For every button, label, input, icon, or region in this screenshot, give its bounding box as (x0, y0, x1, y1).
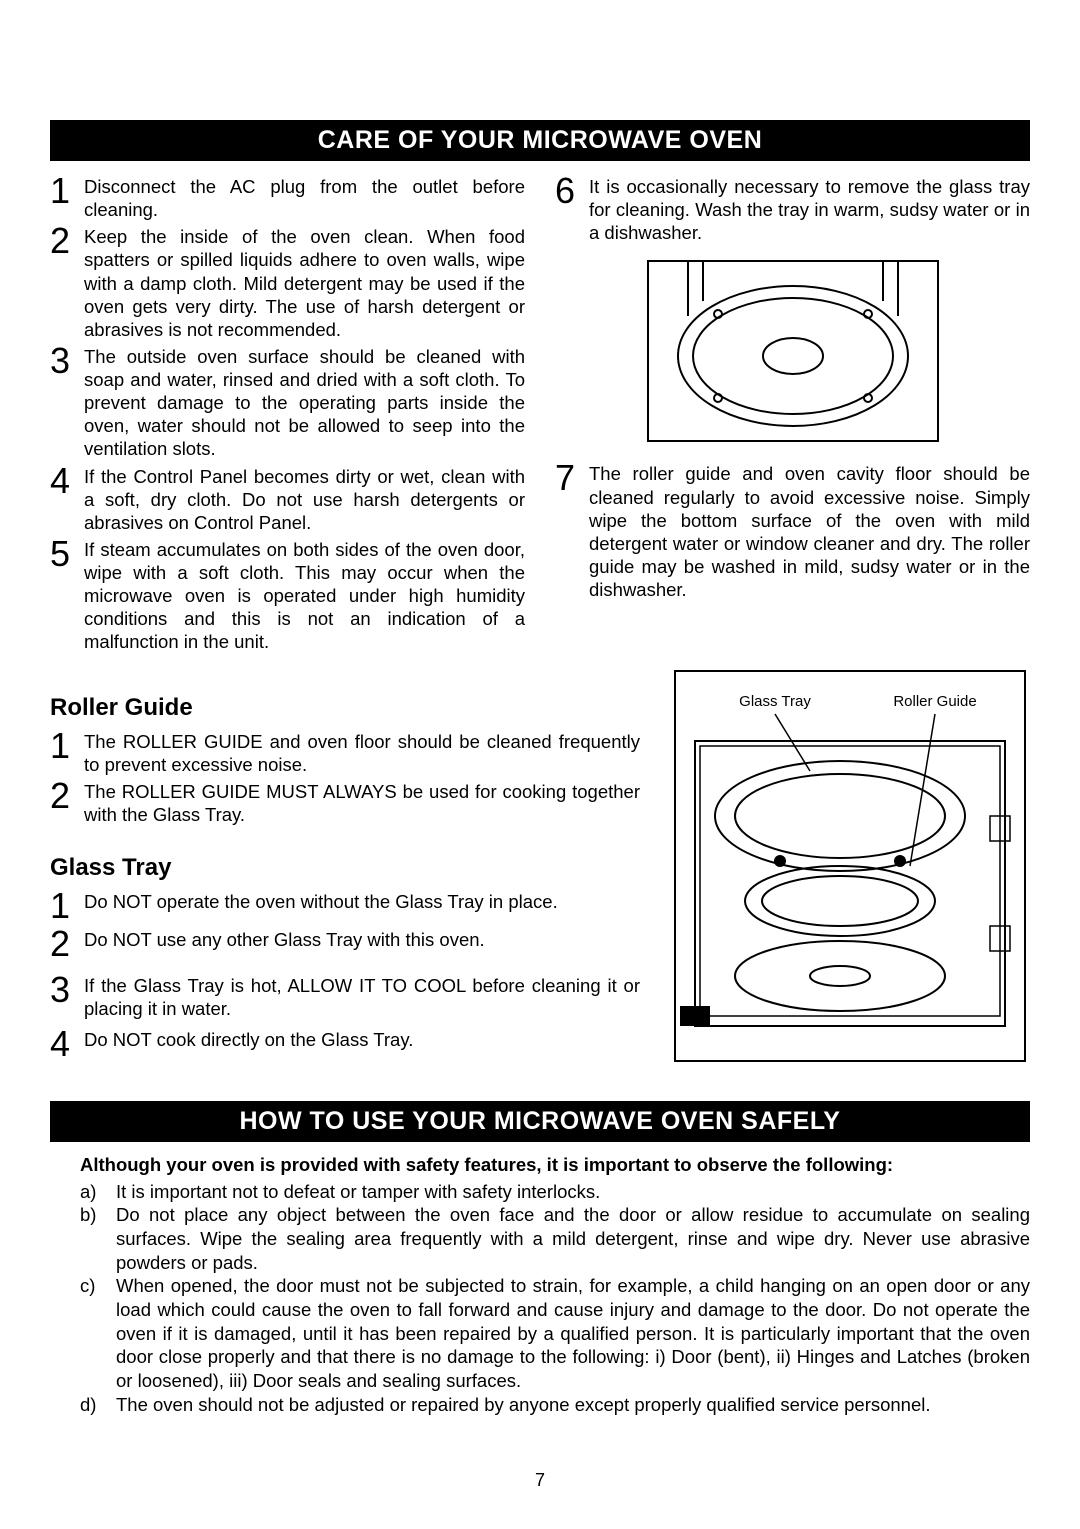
care-item: 1Disconnect the AC plug from the outlet … (50, 173, 525, 221)
care-item: 5If steam accumulates on both sides of t… (50, 536, 525, 654)
care-item: 4If the Control Panel becomes dirty or w… (50, 463, 525, 534)
item-text: If steam accumulates on both sides of th… (84, 536, 525, 654)
care-left-column: 1Disconnect the AC plug from the outlet … (50, 173, 525, 656)
lower-left-column: Roller Guide 1The ROLLER GUIDE and oven … (50, 666, 640, 1071)
item-number: 2 (50, 223, 84, 259)
diagram-label-roller-guide: Roller Guide (893, 693, 976, 710)
item-number: 1 (50, 888, 84, 924)
care-item: 7The roller guide and oven cavity floor … (555, 460, 1030, 601)
item-text: The oven should not be adjusted or repai… (116, 1393, 1030, 1417)
glass-item: 1Do NOT operate the oven without the Gla… (50, 888, 640, 924)
safety-section-header: HOW TO USE YOUR MICROWAVE OVEN SAFELY (50, 1101, 1030, 1142)
item-text: The roller guide and oven cavity floor s… (589, 460, 1030, 601)
item-number: 5 (50, 536, 84, 572)
item-number: 2 (50, 926, 84, 962)
item-text: When opened, the door must not be subjec… (116, 1274, 1030, 1392)
roller-item: 2The ROLLER GUIDE MUST ALWAYS be used fo… (50, 778, 640, 826)
safety-list: a)It is important not to defeat or tampe… (80, 1180, 1030, 1417)
safety-item: b)Do not place any object between the ov… (80, 1203, 1030, 1274)
item-number: 6 (555, 173, 589, 209)
safety-item: c)When opened, the door must not be subj… (80, 1274, 1030, 1392)
diagram-label-glass-tray: Glass Tray (739, 693, 811, 710)
item-text: The ROLLER GUIDE MUST ALWAYS be used for… (84, 778, 640, 826)
item-text: Keep the inside of the oven clean. When … (84, 223, 525, 341)
item-letter: b) (80, 1203, 116, 1274)
item-number: 1 (50, 728, 84, 764)
page-number: 7 (0, 1470, 1080, 1491)
item-text: It is important not to defeat or tamper … (116, 1180, 1030, 1204)
glass-item: 4Do NOT cook directly on the Glass Tray. (50, 1026, 640, 1062)
item-letter: d) (80, 1393, 116, 1417)
care-item: 6It is occasionally necessary to remove … (555, 173, 1030, 244)
tray-top-diagram (555, 256, 1030, 446)
glass-item: 2Do NOT use any other Glass Tray with th… (50, 926, 640, 962)
item-number: 3 (50, 343, 84, 379)
item-text: Do NOT use any other Glass Tray with thi… (84, 926, 640, 951)
item-number: 7 (555, 460, 589, 496)
care-columns: 1Disconnect the AC plug from the outlet … (50, 173, 1030, 656)
item-number: 2 (50, 778, 84, 814)
safety-item: d)The oven should not be adjusted or rep… (80, 1393, 1030, 1417)
safety-intro-text: Although your oven is provided with safe… (80, 1154, 1030, 1176)
item-text: Do not place any object between the oven… (116, 1203, 1030, 1274)
item-text: The outside oven surface should be clean… (84, 343, 525, 461)
item-text: Do NOT cook directly on the Glass Tray. (84, 1026, 640, 1051)
lower-section: Roller Guide 1The ROLLER GUIDE and oven … (50, 666, 1030, 1071)
safety-item: a)It is important not to defeat or tampe… (80, 1180, 1030, 1204)
item-number: 3 (50, 972, 84, 1008)
item-text: Disconnect the AC plug from the outlet b… (84, 173, 525, 221)
care-right-column: 6It is occasionally necessary to remove … (555, 173, 1030, 656)
item-number: 4 (50, 463, 84, 499)
item-letter: a) (80, 1180, 116, 1204)
care-item: 3The outside oven surface should be clea… (50, 343, 525, 461)
roller-item: 1The ROLLER GUIDE and oven floor should … (50, 728, 640, 776)
item-text: The ROLLER GUIDE and oven floor should b… (84, 728, 640, 776)
glass-item: 3If the Glass Tray is hot, ALLOW IT TO C… (50, 972, 640, 1020)
oven-front-diagram: Glass Tray Roller Guide (670, 666, 1030, 1071)
care-item: 2Keep the inside of the oven clean. When… (50, 223, 525, 341)
item-text: Do NOT operate the oven without the Glas… (84, 888, 640, 913)
item-number: 4 (50, 1026, 84, 1062)
item-text: If the Glass Tray is hot, ALLOW IT TO CO… (84, 972, 640, 1020)
item-letter: c) (80, 1274, 116, 1392)
glass-tray-heading: Glass Tray (50, 854, 640, 882)
item-number: 1 (50, 173, 84, 209)
care-section-header: CARE OF YOUR MICROWAVE OVEN (50, 120, 1030, 161)
roller-guide-heading: Roller Guide (50, 694, 640, 722)
item-text: It is occasionally necessary to remove t… (589, 173, 1030, 244)
item-text: If the Control Panel becomes dirty or we… (84, 463, 525, 534)
